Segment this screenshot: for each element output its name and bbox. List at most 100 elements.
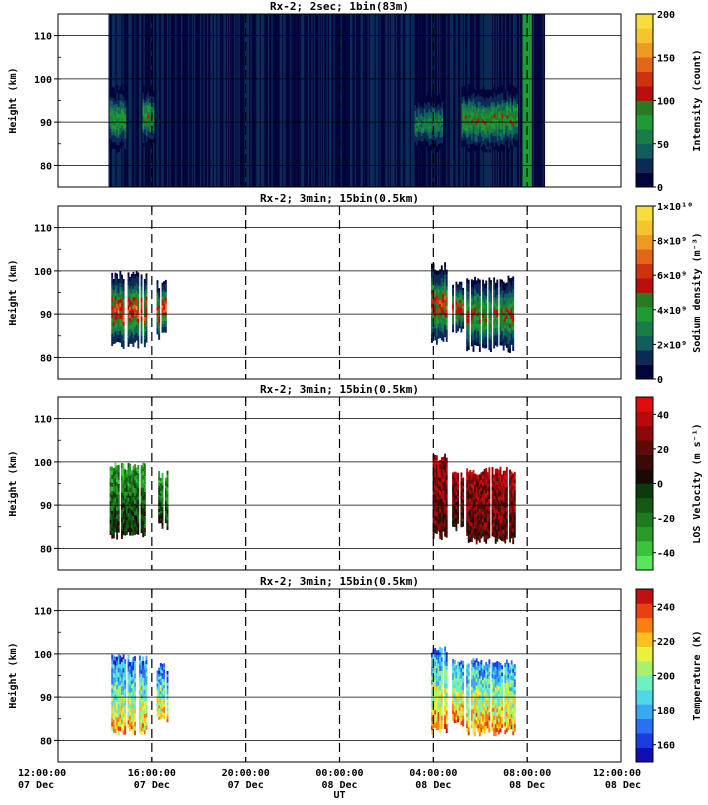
- y-axis-label: Height (km): [7, 259, 19, 325]
- data-cell: [136, 336, 138, 340]
- data-cell: [134, 523, 136, 527]
- data-cell: [460, 285, 462, 288]
- data-cell: [129, 288, 131, 292]
- data-cell: [510, 87, 512, 91]
- data-cell: [457, 326, 459, 329]
- data-cell: [442, 338, 444, 342]
- data-cell: [124, 730, 126, 735]
- data-cell: [149, 102, 151, 106]
- data-cell: [160, 510, 162, 513]
- data-cell: [123, 279, 125, 283]
- data-cell: [454, 490, 456, 493]
- data-cell: [118, 293, 120, 297]
- data-cell: [124, 100, 126, 104]
- data-cell: [118, 703, 120, 708]
- colorbar-label: Intensity (count): [691, 49, 703, 151]
- data-cell: [142, 661, 144, 666]
- data-cell: [441, 127, 443, 131]
- data-cell: [442, 310, 444, 314]
- data-cell: [479, 324, 481, 328]
- data-cell: [431, 303, 433, 308]
- data-cell: [146, 129, 148, 133]
- colorbar-swatch: [636, 365, 653, 380]
- data-cell: [457, 702, 459, 706]
- data-cell: [446, 670, 448, 675]
- colorbar-swatch: [636, 57, 653, 72]
- data-cell: [144, 516, 146, 520]
- panel-4: Rx-2; 3min; 15bin(0.5km)8090100110Height…: [7, 575, 703, 762]
- data-cell: [116, 701, 118, 705]
- data-cell: [123, 90, 125, 93]
- data-cell: [160, 508, 162, 511]
- data-cell: [489, 145, 491, 149]
- data-cell: [457, 512, 459, 515]
- data-cell: [446, 290, 448, 294]
- data-cell: [115, 339, 117, 343]
- data-cell: [446, 710, 448, 715]
- data-cell: [165, 480, 167, 483]
- data-cell: [460, 707, 462, 711]
- data-cell: [459, 672, 461, 676]
- data-cell: [118, 131, 120, 135]
- data-cell: [128, 285, 130, 290]
- data-cell: [113, 673, 115, 678]
- data-cell: [111, 506, 113, 510]
- data-cell: [442, 527, 444, 532]
- data-cell: [163, 672, 165, 675]
- data-cell: [113, 488, 115, 492]
- colorbar-tick-label: 40: [657, 410, 669, 421]
- data-cell: [123, 699, 125, 704]
- data-cell: [162, 688, 164, 691]
- data-cell: [137, 323, 139, 328]
- data-cell: [113, 279, 115, 283]
- data-cell: [485, 325, 487, 329]
- colorbar-tick-label: 6×10⁹: [657, 271, 687, 282]
- data-cell: [436, 279, 438, 283]
- data-cell: [457, 705, 459, 709]
- data-cell: [160, 700, 162, 703]
- data-cell: [457, 521, 459, 524]
- data-cell: [167, 691, 169, 694]
- data-cell: [459, 325, 461, 328]
- data-cell: [147, 140, 149, 144]
- data-cell: [165, 280, 167, 283]
- data-cell: [131, 521, 133, 525]
- data-cell: [132, 670, 134, 675]
- data-cell: [116, 334, 118, 338]
- data-cell: [113, 115, 115, 119]
- data-cell: [116, 681, 118, 685]
- data-cell: [452, 662, 454, 666]
- colorbar-swatch: [636, 86, 653, 101]
- data-cell: [141, 518, 143, 522]
- data-cell: [460, 689, 462, 693]
- data-cell: [118, 672, 120, 677]
- data-cell: [446, 724, 448, 729]
- data-cell: [111, 285, 113, 289]
- data-cell: [141, 336, 143, 340]
- data-cell: [123, 467, 125, 471]
- data-cell: [111, 479, 113, 483]
- data-cell: [490, 300, 492, 304]
- data-cell: [113, 523, 115, 527]
- data-cell: [119, 706, 121, 711]
- data-cell: [116, 145, 118, 149]
- data-cell: [124, 117, 126, 121]
- data-cell: [455, 687, 457, 691]
- data-cell: [132, 330, 134, 335]
- data-cell: [132, 326, 134, 331]
- data-cell: [113, 132, 115, 136]
- data-cell: [457, 481, 459, 484]
- data-cell: [129, 332, 131, 336]
- data-cell: [436, 525, 438, 530]
- data-cell: [460, 318, 462, 321]
- data-cell: [431, 653, 433, 658]
- data-cell: [490, 328, 492, 332]
- data-cell: [431, 268, 433, 273]
- data-cell: [442, 482, 444, 487]
- data-cell: [488, 483, 490, 487]
- data-cell: [163, 666, 165, 669]
- data-cell: [126, 495, 128, 499]
- data-cell: [436, 332, 438, 336]
- data-cell: [438, 519, 440, 523]
